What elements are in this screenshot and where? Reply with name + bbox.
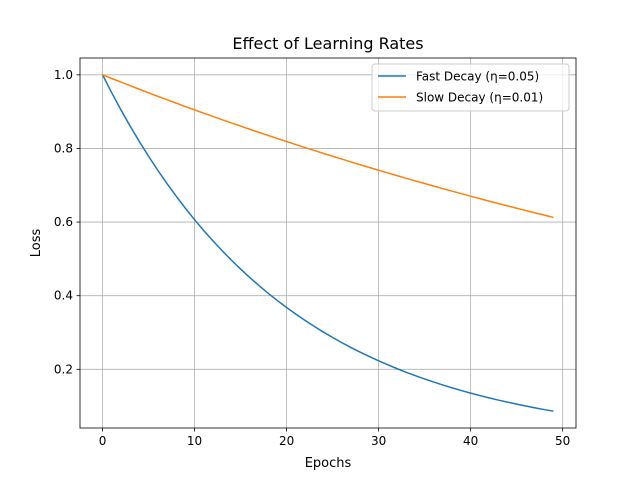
- x-tick-label: 50: [555, 434, 570, 448]
- y-axis-label: Loss: [29, 229, 44, 258]
- x-tick-label: 10: [187, 434, 202, 448]
- y-tick-label: 1.0: [54, 68, 73, 82]
- legend-label: Fast Decay (η=0.05): [416, 70, 539, 84]
- ticks: 0 10 20 30 40 50 0.2 0.4 0.6 0.8 1.0: [54, 68, 570, 448]
- x-tick-label: 40: [463, 434, 478, 448]
- legend-box: [371, 63, 570, 112]
- series-line-0: [101, 74, 554, 412]
- y-tick-label: 0.2: [54, 362, 73, 376]
- grid: [80, 58, 576, 428]
- plot-frame: [79, 57, 577, 429]
- legend: Fast Decay (η=0.05) Slow Decay (η=0.01): [371, 63, 570, 112]
- series-line-1: [102, 74, 554, 219]
- y-tick-label: 0.4: [54, 289, 73, 303]
- y-tick-label: 0.6: [54, 215, 73, 229]
- series-lines: [101, 74, 554, 412]
- x-tick-label: 20: [279, 434, 294, 448]
- x-tick-label: 30: [371, 434, 386, 448]
- y-tick-label: 0.8: [54, 141, 73, 155]
- x-axis-label: Epochs: [305, 456, 352, 471]
- legend-label: Slow Decay (η=0.01): [416, 91, 543, 105]
- x-tick-label: 0: [99, 434, 107, 448]
- chart-title: Effect of Learning Rates: [232, 34, 423, 53]
